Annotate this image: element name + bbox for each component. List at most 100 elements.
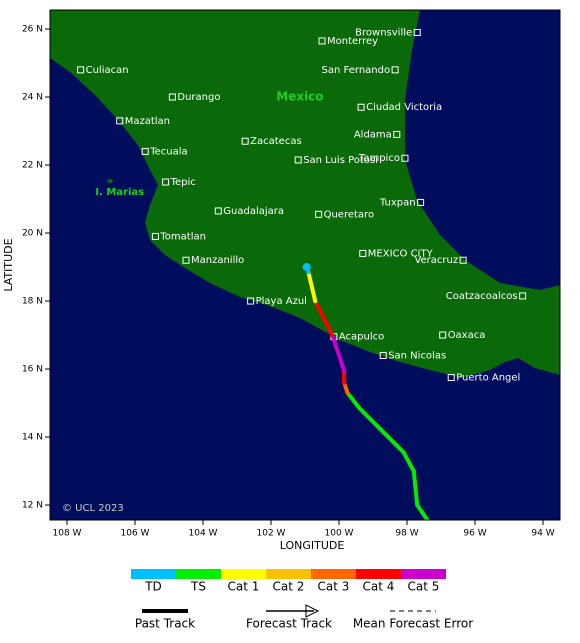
x-tick-label: 106 W — [121, 529, 150, 539]
city-marker — [315, 210, 323, 218]
track-segment — [313, 299, 335, 338]
city-label: Tampico — [358, 153, 400, 164]
island-label: I. Marias — [95, 187, 144, 198]
city-label: Zacatecas — [250, 136, 302, 147]
city-label: Puerto Angel — [456, 373, 520, 384]
city-marker — [241, 137, 249, 145]
city-label: Tomatlan — [159, 231, 206, 242]
city-label: Mazatlan — [125, 116, 170, 127]
city-label: San Fernando — [322, 65, 391, 76]
city-marker — [247, 297, 255, 305]
city-label: Aldama — [354, 129, 392, 140]
city-label: Veracruz — [414, 255, 458, 266]
y-tick-label: 12 N — [22, 501, 43, 511]
city-marker — [141, 147, 149, 155]
track-segment — [345, 390, 362, 411]
legend-swatch — [401, 569, 446, 579]
city-label: Guadalajara — [223, 206, 284, 217]
city-marker — [401, 154, 409, 162]
city-label: Oaxaca — [448, 330, 486, 341]
copyright: © UCL 2023 — [62, 503, 124, 514]
legend-swatch — [131, 569, 176, 579]
city-label: Acapulco — [339, 332, 384, 343]
city-label: Durango — [177, 92, 220, 103]
legend-label: TD — [144, 580, 162, 594]
forecast-arrow — [305, 604, 320, 618]
x-tick-label: 96 W — [463, 529, 486, 539]
x-tick-label: 98 W — [395, 529, 418, 539]
city-marker — [393, 130, 401, 138]
city-label: Coatzacoalcos — [446, 291, 518, 302]
city-marker — [294, 156, 302, 164]
map-frame — [49, 9, 561, 521]
track-segment — [415, 503, 430, 520]
city-marker — [413, 28, 421, 36]
track-segment — [306, 270, 318, 304]
city-marker — [357, 103, 365, 111]
x-tick-label: 94 W — [531, 529, 554, 539]
city-marker — [447, 374, 455, 382]
city-label: Tepic — [170, 177, 196, 188]
city-marker — [77, 66, 85, 74]
city-marker — [439, 331, 447, 339]
y-tick-label: 26 N — [22, 25, 43, 35]
track-segment — [330, 333, 347, 373]
x-tick-label: 104 W — [189, 529, 218, 539]
legend-swatch — [266, 569, 311, 579]
x-tick-label: 102 W — [257, 529, 286, 539]
city-label: San Nicolas — [388, 350, 446, 361]
line-legend-label: Past Track — [135, 617, 195, 631]
y-tick-label: 16 N — [22, 365, 43, 375]
y-tick-label: 14 N — [22, 433, 43, 443]
city-label: Ciudad Victoria — [366, 102, 442, 113]
city-label: Manzanillo — [191, 255, 244, 266]
land — [50, 10, 560, 378]
x-axis-label: LONGITUDE — [280, 539, 345, 552]
legend-label: Cat 2 — [273, 580, 305, 594]
y-axis-label: LATITUDE — [2, 238, 15, 291]
city-marker — [151, 232, 159, 240]
legend-label: Cat 3 — [318, 580, 350, 594]
city-marker — [182, 256, 190, 264]
city-label: Monterrey — [327, 36, 378, 47]
legend-label: Cat 5 — [408, 580, 440, 594]
city-marker — [417, 198, 425, 206]
city-label: Queretaro — [324, 209, 374, 220]
city-label: MEXICO CITY — [368, 248, 434, 259]
city-label: Culiacan — [86, 65, 129, 76]
track-segment — [357, 406, 382, 431]
city-marker — [168, 93, 176, 101]
x-tick-label: 108 W — [53, 529, 82, 539]
legend-swatch — [356, 569, 401, 579]
line-legend-label: Forecast Track — [246, 617, 332, 631]
city-label: Playa Azul — [256, 296, 307, 307]
island — [107, 179, 113, 183]
track-segment — [377, 426, 406, 455]
city-label: Tecuala — [149, 146, 187, 157]
legend-label: Cat 4 — [363, 580, 395, 594]
x-tick-label: 100 W — [325, 529, 354, 539]
y-tick-label: 22 N — [22, 161, 43, 171]
line-legend-label: Mean Forecast Error — [353, 617, 473, 631]
city-marker — [379, 351, 387, 359]
city-marker — [318, 37, 326, 45]
y-tick-label: 20 N — [22, 229, 43, 239]
y-tick-label: 24 N — [22, 93, 43, 103]
legend-label: Cat 1 — [228, 580, 260, 594]
city-label: Brownsville — [355, 27, 412, 38]
current-position — [302, 263, 311, 272]
city-marker — [459, 256, 467, 264]
city-marker — [359, 249, 367, 257]
legend-swatch — [176, 569, 221, 579]
city-marker — [116, 117, 124, 125]
legend-swatch — [221, 569, 266, 579]
city-marker — [162, 178, 170, 186]
city-label: San Luis Potosi — [303, 155, 378, 166]
y-tick-label: 18 N — [22, 297, 43, 307]
city-marker — [214, 207, 222, 215]
city-marker — [391, 66, 399, 74]
region-label: Mexico — [276, 90, 323, 104]
city-label: Tuxpan — [379, 197, 416, 208]
track-segment — [401, 450, 416, 474]
